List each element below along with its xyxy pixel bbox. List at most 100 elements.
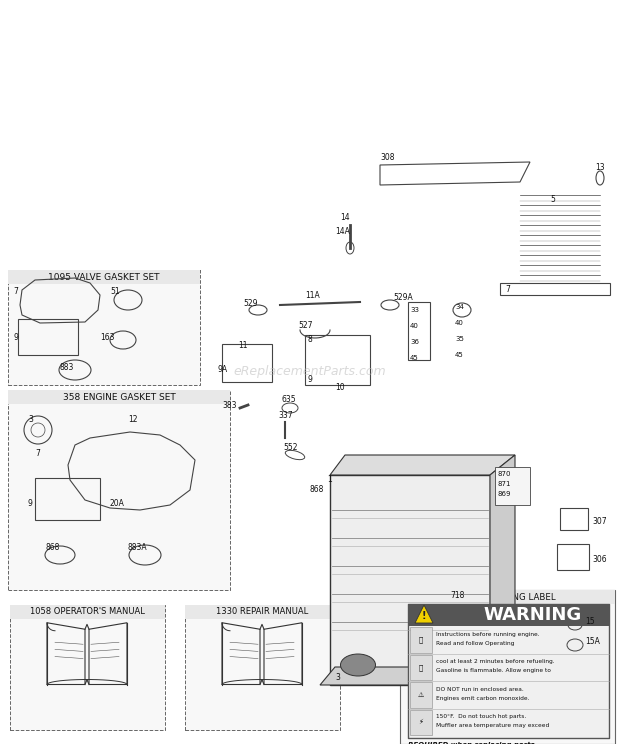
Bar [222,344,272,382]
Bar [8,270,200,284]
Text: 14: 14 [340,214,350,222]
Text: 7: 7 [505,286,510,295]
Text: 883: 883 [60,364,74,373]
Text: 51: 51 [110,287,120,297]
Text: 307: 307 [592,518,606,527]
Bar [8,270,200,385]
Bar [560,508,588,530]
Text: !: ! [422,611,427,621]
Bar [10,605,165,730]
Text: 15: 15 [585,618,595,626]
Text: 1095 VALVE GASKET SET: 1095 VALVE GASKET SET [48,272,160,281]
Bar [185,605,340,619]
Text: eReplacementParts.com: eReplacementParts.com [234,365,386,379]
Text: 1058 OPERATOR'S MANUAL: 1058 OPERATOR'S MANUAL [30,608,145,617]
Bar [408,604,609,738]
Text: 163: 163 [100,333,115,342]
Text: 868: 868 [45,544,60,553]
Text: 40: 40 [455,320,464,326]
Bar [330,475,490,685]
Text: 308: 308 [380,153,394,162]
Text: 13: 13 [595,164,604,173]
Bar [8,390,230,404]
Bar [400,590,615,744]
Bar [185,605,340,730]
Bar [410,710,432,735]
Text: 1330 REPAIR MANUAL: 1330 REPAIR MANUAL [216,608,309,617]
Text: 868: 868 [310,486,324,495]
Text: 36: 36 [410,339,419,345]
Bar [305,335,370,385]
Text: 870: 870 [497,471,510,477]
Text: 14A: 14A [335,228,350,237]
Text: 3: 3 [28,415,33,425]
Text: REQUIRED when replacing parts: REQUIRED when replacing parts [408,742,534,744]
Bar [35,478,100,520]
Text: 40: 40 [410,323,419,329]
Text: 1319 WARNING LABEL: 1319 WARNING LABEL [459,592,556,601]
Text: 34: 34 [455,304,464,310]
Text: ⚠: ⚠ [418,692,424,698]
Text: cool at least 2 minutes before refueling.: cool at least 2 minutes before refueling… [436,659,555,664]
Text: 🔥: 🔥 [419,664,423,670]
Text: 635: 635 [282,396,296,405]
Bar [10,605,165,619]
Text: 883A: 883A [128,544,148,553]
Text: 8: 8 [307,336,312,344]
Bar [8,390,230,590]
Text: 33: 33 [410,307,419,313]
Text: Read and follow Operating: Read and follow Operating [436,641,515,646]
Bar [557,544,589,570]
Text: 869: 869 [497,491,510,497]
Text: Instructions before running engine.: Instructions before running engine. [436,632,539,637]
Text: Muffler area temperature may exceed: Muffler area temperature may exceed [436,723,549,728]
Text: 358 ENGINE GASKET SET: 358 ENGINE GASKET SET [63,393,175,402]
Text: 20A: 20A [110,498,125,507]
Polygon shape [490,455,515,685]
Text: 11A: 11A [305,290,320,300]
Bar [18,319,78,355]
Text: 11: 11 [238,341,247,350]
Text: 9: 9 [307,376,312,385]
Polygon shape [415,605,433,623]
Bar [400,590,615,604]
Text: 9A: 9A [218,365,228,374]
Text: WARNING: WARNING [484,606,582,624]
Bar [410,655,432,680]
Bar [500,283,610,295]
Ellipse shape [340,654,376,676]
Text: 529: 529 [243,298,257,307]
Bar [408,604,609,626]
Text: 383: 383 [222,400,236,409]
Text: 1: 1 [327,475,332,484]
Text: 📖: 📖 [419,636,423,643]
Text: 15A: 15A [585,637,600,646]
Polygon shape [320,667,525,685]
Text: 5: 5 [550,196,555,205]
Text: 552: 552 [283,443,298,452]
Text: 718: 718 [450,591,464,600]
Text: 9: 9 [13,333,18,342]
Text: 3: 3 [335,673,340,682]
Text: 35: 35 [455,336,464,342]
Polygon shape [330,455,515,475]
Text: 7: 7 [35,449,40,458]
Bar [410,682,432,708]
Text: ⚡: ⚡ [418,719,423,725]
Text: DO NOT run in enclosed area.: DO NOT run in enclosed area. [436,687,524,692]
Text: 337: 337 [278,411,293,420]
Text: 150°F.  Do not touch hot parts.: 150°F. Do not touch hot parts. [436,714,526,719]
Bar [408,302,430,360]
Text: 7: 7 [13,287,18,297]
Text: 527: 527 [298,321,312,330]
Text: 9: 9 [28,498,33,507]
Text: 45: 45 [410,355,418,361]
Text: 306: 306 [592,556,606,565]
Text: 529A: 529A [393,292,413,301]
Text: 871: 871 [497,481,510,487]
Text: Gasoline is flammable. Allow engine to: Gasoline is flammable. Allow engine to [436,668,551,673]
Text: 10: 10 [335,382,345,391]
Text: 12: 12 [128,415,138,425]
Bar [495,467,530,505]
Text: Engines emit carbon monoxide.: Engines emit carbon monoxide. [436,696,529,701]
